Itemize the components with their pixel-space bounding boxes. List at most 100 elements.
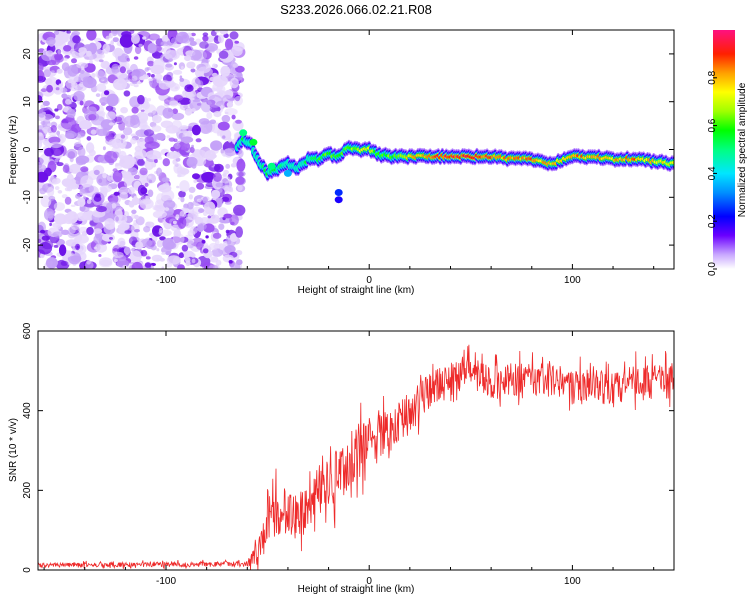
y-tick-label: 10 [22, 96, 33, 108]
noise-blob [57, 49, 62, 55]
noise-blob [142, 36, 147, 40]
noise-blob [237, 149, 244, 158]
noise-blob [124, 171, 132, 179]
noise-blob [44, 208, 55, 221]
noise-blob [156, 167, 163, 177]
noise-blob [86, 30, 97, 41]
noise-blob [109, 237, 113, 240]
noise-blob [191, 258, 196, 264]
noise-blob [68, 226, 76, 234]
noise-blob [60, 117, 77, 130]
noise-blob [196, 198, 202, 203]
noise-blob [224, 147, 237, 157]
noise-blob [117, 237, 126, 248]
noise-blob [58, 83, 64, 87]
noise-blob [214, 163, 224, 173]
noise-blob [191, 124, 201, 136]
noise-blob [76, 115, 85, 124]
noise-blob [236, 158, 246, 172]
noise-blob [38, 242, 53, 255]
noise-blob [189, 226, 198, 235]
noise-blob [131, 106, 139, 114]
noise-blob [201, 239, 206, 244]
noise-blob [147, 112, 154, 117]
noise-blob [108, 32, 113, 39]
noise-blob [233, 204, 246, 216]
x-tick-label: -100 [156, 275, 176, 286]
noise-blob [186, 61, 196, 69]
noise-blob [161, 251, 167, 255]
noise-blob [229, 214, 239, 226]
noise-blob [177, 264, 185, 269]
noise-blob [133, 84, 139, 88]
noise-blob [196, 241, 204, 250]
noise-blob [144, 67, 149, 72]
noise-blob [162, 182, 169, 188]
noise-blob [75, 132, 86, 138]
noise-blob [43, 69, 51, 78]
noise-blob [143, 129, 155, 137]
noise-blob [210, 214, 220, 221]
noise-blob [168, 58, 174, 62]
noise-blob [144, 104, 157, 117]
y-tick-label: 400 [22, 402, 33, 419]
noise-blob [186, 156, 198, 167]
noise-blob [173, 62, 177, 66]
noise-blob [134, 149, 147, 160]
noise-blob [93, 169, 100, 176]
noise-blob [152, 51, 163, 59]
noise-blob [193, 179, 197, 184]
noise-blob [44, 78, 53, 86]
noise-blob [150, 64, 165, 75]
noise-blob [86, 50, 92, 57]
noise-blob [181, 65, 184, 70]
noise-blob [175, 214, 180, 219]
noise-blob [188, 37, 195, 42]
noise-blob [72, 35, 81, 44]
noise-blob [178, 141, 191, 152]
noise-blob [75, 83, 87, 92]
noise-blob [225, 163, 231, 169]
noise-blob [180, 136, 194, 143]
noise-blob [111, 202, 117, 209]
noise-blob [234, 95, 243, 106]
noise-blob [197, 80, 204, 88]
noise-blob [102, 172, 107, 179]
noise-blob [50, 125, 57, 133]
noise-blob [44, 138, 49, 143]
noise-blob [105, 105, 114, 112]
colorbar-tick-label: 0.4 [707, 166, 718, 180]
noise-blob [203, 211, 208, 217]
noise-blob [230, 163, 237, 168]
noise-blob [91, 73, 96, 78]
noise-blob [156, 248, 160, 252]
noise-blob [135, 198, 140, 204]
noise-blob [212, 82, 223, 92]
noise-blob [110, 40, 114, 46]
noise-blob [137, 94, 145, 105]
noise-blob [38, 132, 43, 136]
noise-blob [230, 262, 241, 269]
noise-blob [73, 90, 85, 102]
noise-blob [108, 194, 119, 205]
noise-blob [137, 158, 145, 166]
noise-blob [205, 235, 209, 239]
noise-blob [220, 148, 224, 154]
noise-blob [175, 31, 190, 44]
noise-blob [61, 229, 70, 235]
noise-blob [133, 174, 140, 180]
noise-blob [79, 100, 84, 106]
noise-blob [112, 78, 128, 91]
noise-blob [191, 108, 196, 113]
noise-blob [47, 123, 52, 127]
noise-blob [215, 182, 224, 188]
noise-blob [217, 121, 230, 131]
noise-blob [78, 139, 81, 144]
noise-blob [44, 147, 54, 157]
noise-blob [147, 43, 157, 54]
noise-blob [124, 230, 132, 235]
noise-blob [217, 129, 224, 135]
noise-blob [122, 127, 133, 136]
noise-blob [56, 225, 61, 230]
noise-blob [38, 238, 42, 243]
